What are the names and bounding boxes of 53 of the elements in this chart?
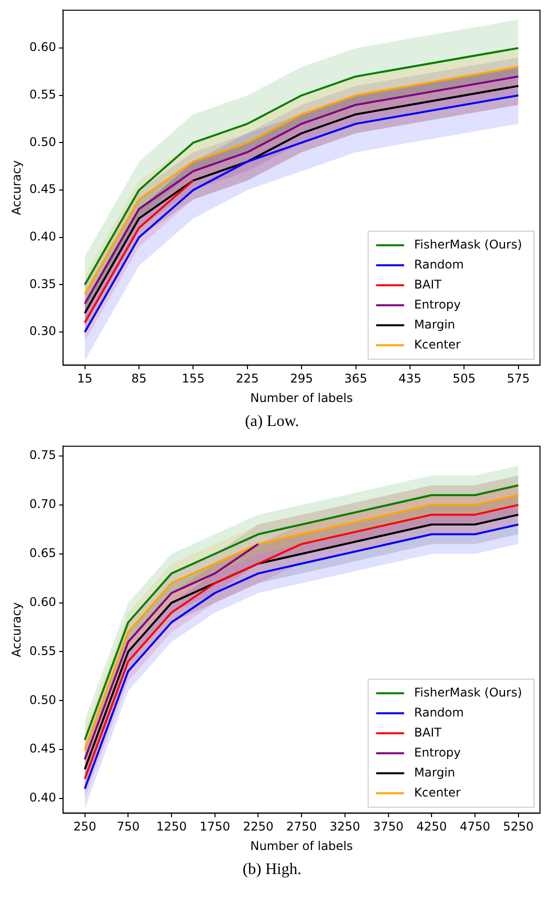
x-tick-label: 750 [116, 820, 140, 834]
legend-label: Entropy [414, 297, 461, 312]
x-tick-label: 575 [506, 372, 530, 386]
x-tick-label: 155 [182, 372, 205, 386]
legend-label: Random [414, 705, 464, 720]
legend-label: Margin [414, 765, 456, 780]
y-tick-label: 0.45 [29, 742, 56, 756]
legend-label: Kcenter [414, 337, 461, 352]
x-tick-label: 5250 [503, 820, 534, 834]
legend-label: Kcenter [414, 785, 461, 800]
x-tick-label: 4250 [416, 820, 447, 834]
y-tick-label: 0.60 [29, 594, 56, 609]
x-tick-label: 1750 [200, 820, 230, 834]
x-axis-title: Number of labels [250, 838, 353, 853]
y-tick-label: 0.30 [29, 324, 56, 338]
x-axis-title: Number of labels [250, 390, 353, 405]
x-tick-label: 505 [452, 372, 476, 386]
x-tick-label: 225 [236, 372, 259, 386]
legend-label: Margin [414, 317, 456, 332]
x-tick-label: 4750 [460, 820, 490, 834]
x-tick-label: 15 [77, 372, 92, 386]
y-tick-label: 0.50 [29, 692, 56, 707]
y-tick-label: 0.60 [29, 40, 56, 54]
x-tick-label: 2250 [242, 820, 274, 834]
x-tick-label: 365 [344, 372, 368, 386]
x-tick-label: 3250 [330, 820, 360, 834]
y-tick-label: 0.70 [29, 497, 56, 512]
text: (b) High. [242, 860, 302, 880]
x-tick-label: 1250 [156, 820, 187, 834]
y-tick-label: 0.50 [29, 134, 56, 149]
y-axis-title: Accuracy [9, 160, 24, 216]
y-axis-title: Accuracy [9, 602, 24, 658]
y-tick-label: 0.55 [29, 88, 56, 102]
y-tick-label: 0.55 [29, 644, 56, 658]
legend-label: Entropy [414, 745, 461, 760]
legend-label: BAIT [414, 725, 442, 740]
legend-label: FisherMask (Ours) [414, 685, 522, 700]
y-tick-label: 0.35 [29, 276, 56, 291]
x-tick-label: 3750 [372, 820, 404, 834]
x-tick-label: 2750 [286, 820, 317, 834]
y-tick-label: 0.40 [29, 230, 56, 244]
y-tick-label: 0.75 [29, 448, 56, 462]
x-tick-label: 250 [73, 820, 96, 834]
y-tick-label: 0.65 [29, 546, 56, 560]
x-tick-label: 435 [398, 372, 422, 386]
x-tick-label: 295 [290, 372, 314, 386]
y-tick-label: 0.40 [29, 790, 56, 805]
legend-label: FisherMask (Ours) [414, 237, 522, 252]
x-tick-label: 85 [131, 372, 147, 386]
legend-label: BAIT [414, 277, 442, 292]
y-tick-label: 0.45 [29, 182, 56, 196]
text: (a) Low. [244, 412, 300, 432]
legend-label: Random [414, 257, 464, 272]
